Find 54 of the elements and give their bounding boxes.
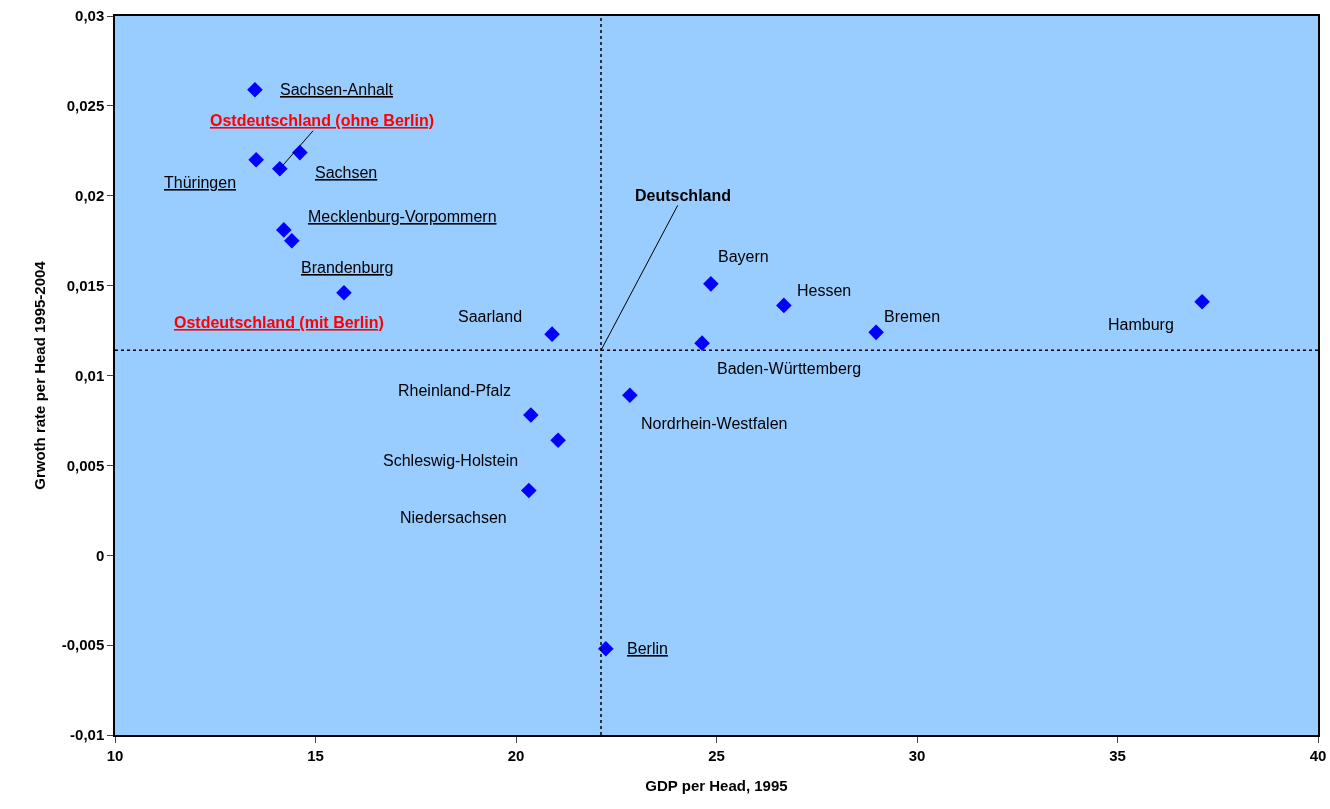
point: [776, 297, 792, 314]
annotation: Sachsen: [315, 164, 378, 181]
x-tick-label: 25: [708, 746, 725, 764]
annotation: Bayern: [718, 248, 769, 265]
x-axis-title: GDP per Head, 1995: [645, 777, 788, 795]
y-tick-label: 0,01: [75, 366, 105, 384]
annotation: Schleswig-Holstein: [383, 452, 519, 469]
point: [521, 482, 537, 499]
annotation: Nordrhein-Westfalen: [641, 415, 788, 432]
y-tick-label: 0,005: [66, 456, 105, 474]
annotation: Sachsen-Anhalt: [280, 81, 394, 98]
annotation: Berlin: [627, 640, 668, 657]
annotation: Hessen: [797, 282, 852, 299]
point: [544, 326, 560, 342]
x-tick-label: 10: [106, 746, 124, 764]
annotation: Hamburg: [1108, 316, 1174, 333]
point: [284, 232, 300, 249]
y-tick-label: 0,015: [66, 276, 105, 294]
x-tick-label: 20: [507, 746, 525, 764]
y-tick-label: -0,005: [61, 636, 105, 654]
point: [550, 432, 566, 449]
annotation: Deutschland: [635, 187, 732, 204]
point: [248, 152, 264, 168]
point: [703, 276, 719, 292]
y-tick-label: 0,025: [66, 97, 105, 115]
annotation: Thüringen: [164, 174, 237, 191]
point: [1194, 294, 1210, 310]
annotation: Rheinland-Pfalz: [398, 382, 511, 399]
x-tick-label: 30: [908, 746, 926, 764]
annotation: Ostdeutschland (mit Berlin): [174, 314, 384, 331]
x-tick-label: 35: [1109, 746, 1126, 764]
y-axis-title: Grwoth rate per Head 1995-2004: [31, 260, 49, 490]
point: [276, 222, 292, 238]
point: [336, 285, 352, 301]
point: [247, 81, 263, 98]
point: [272, 160, 288, 177]
annotation: Mecklenburg-Vorpommern: [308, 208, 497, 225]
y-tick-label: 0,02: [75, 187, 105, 204]
point: [694, 335, 710, 351]
x-tick-label: 40: [1309, 746, 1327, 764]
annotation: Baden-Württemberg: [717, 360, 862, 377]
x-tick-label: 15: [307, 746, 324, 764]
y-tick-label: 0,03: [75, 7, 105, 25]
annotation: Brandenburg: [301, 259, 394, 276]
point: [523, 407, 539, 423]
point: [598, 640, 614, 657]
point: [622, 387, 638, 404]
annotation: Saarland: [458, 308, 523, 325]
annotation: Bremen: [884, 308, 941, 325]
annotation: Niedersachsen: [400, 509, 507, 526]
y-tick-label: -0,01: [70, 726, 105, 744]
y-tick-label: 0: [95, 546, 105, 564]
point: [868, 324, 884, 341]
annotation: Ostdeutschland (ohne Berlin): [210, 112, 435, 129]
